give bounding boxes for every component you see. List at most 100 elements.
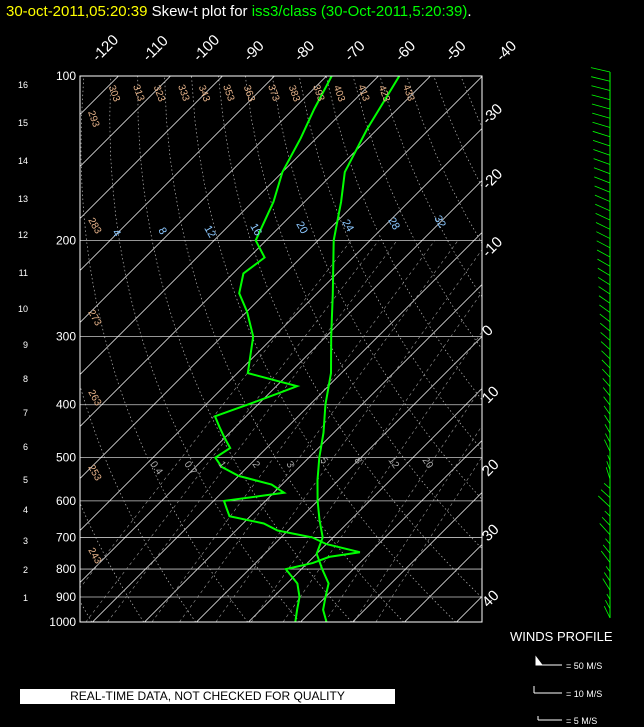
dry-adiabat-label: 333: [175, 83, 191, 103]
mixing-ratio-line: [215, 249, 482, 622]
temperature-tick-label: -20: [479, 165, 506, 192]
wind-barb: [602, 544, 611, 554]
mixing-ratio-line: [151, 240, 436, 622]
height-tick-label: 2: [23, 565, 28, 575]
wind-barb: [605, 538, 611, 545]
wind-barb: [603, 572, 611, 582]
pressure-tick-label: 400: [56, 398, 76, 412]
wind-barb: [592, 140, 611, 147]
wind-barb: [592, 121, 611, 128]
dry-adiabat-label: 373: [265, 83, 281, 103]
dry-adiabat: [325, 76, 482, 401]
pressure-tick-label: 200: [56, 233, 76, 247]
legend-10ms: = 10 M/S: [566, 689, 603, 699]
wind-barb: [593, 158, 611, 165]
wind-barb: [593, 149, 611, 156]
dry-adiabat: [271, 76, 482, 500]
height-tick-label: 13: [18, 194, 28, 204]
dry-adiabat-label: 363: [241, 84, 257, 104]
wind-barb: [591, 76, 611, 82]
wind-barb: [606, 461, 611, 471]
wind-barb: [595, 203, 611, 212]
wind-barb: [596, 240, 611, 249]
isotherm-line: [300, 440, 482, 622]
dry-adiabat: [352, 76, 482, 350]
pressure-tick-label: 500: [56, 451, 76, 465]
series-temperature-line: [315, 76, 401, 622]
pressure-tick-label: 800: [56, 562, 76, 576]
temperature-tick-label: -100: [190, 32, 223, 65]
isotherm-line: [80, 76, 275, 272]
mixing-ratio-label: 32: [431, 214, 448, 231]
height-tick-label: 11: [19, 268, 28, 278]
wind-barb: [603, 396, 611, 406]
pressure-tick-label: 300: [56, 330, 76, 344]
wind-barb: [594, 176, 611, 184]
isotherm-line: [80, 180, 482, 584]
dry-adiabat: [406, 76, 482, 244]
title-end: .: [467, 3, 472, 20]
dry-adiabat-label: 323: [151, 84, 167, 104]
title-source: iss3/class (30-Oct-2011,5:20:39): [251, 3, 468, 20]
dry-adiabat-label: 393: [310, 83, 326, 103]
dry-adiabat: [80, 76, 248, 622]
wind-barb: [605, 467, 611, 480]
isotherm-line: [248, 388, 482, 622]
wind-barb: [600, 489, 611, 498]
wind-barb: [604, 424, 611, 434]
pressure-tick-label: 1000: [49, 615, 76, 629]
height-tick-label: 9: [23, 340, 28, 350]
title-date: 30-oct-2011,05:20:39: [6, 3, 148, 20]
wind-barb: [602, 578, 611, 591]
wind-barb: [599, 322, 611, 332]
mixing-ratio-line: [324, 386, 482, 622]
mixing-ratio-label: 8: [352, 455, 364, 466]
temperature-tick-label: -120: [89, 32, 122, 65]
mixing-ratio-label: 12: [201, 224, 218, 241]
legend-5ms: = 5 M/S: [566, 716, 598, 726]
height-tick-label: 1: [23, 593, 28, 603]
dry-adiabat-label: 303: [106, 84, 122, 104]
dry-adiabat-label: 383: [286, 84, 302, 104]
wind-barb: [604, 510, 611, 517]
isotherm-line: [456, 596, 482, 622]
wind-barb: [594, 185, 611, 193]
temperature-tick-label: -30: [479, 100, 506, 127]
wind-barb: [604, 439, 611, 452]
isotherm-line: [509, 76, 644, 622]
dry-adiabat: [515, 76, 644, 622]
pressure-tick-label: 100: [56, 69, 76, 83]
wind-barb: [597, 277, 611, 286]
legend-50ms: = 50 M/S: [566, 661, 603, 671]
wind-barb: [602, 387, 611, 397]
isotherm-line: [0, 76, 15, 622]
height-tick-label: 3: [23, 536, 28, 546]
dry-adiabat-label: 343: [196, 84, 212, 104]
wind-barb: [600, 550, 611, 563]
pressure-tick-label: 700: [56, 530, 76, 544]
mixing-ratio-label: 28: [385, 216, 402, 233]
temperature-tick-label: -50: [442, 37, 469, 64]
height-tick-label: 6: [23, 442, 28, 452]
quality-notice: REAL-TIME DATA, NOT CHECKED FOR QUALITY: [20, 689, 395, 704]
temperature-tick-label: -60: [392, 37, 419, 64]
isotherm-line: [80, 76, 431, 428]
mixing-ratio-label: 16: [247, 222, 264, 239]
mixing-ratio-line: [85, 240, 379, 622]
pressure-tick-label: 600: [56, 494, 76, 508]
mixing-ratio-label: 2: [250, 459, 262, 470]
wind-barb: [598, 495, 611, 508]
wind-barb: [591, 85, 611, 91]
isotherm-line: [92, 232, 482, 622]
temperature-tick-label: -80: [291, 37, 318, 64]
isotherm-line: [196, 336, 482, 622]
wind-barb: [591, 103, 611, 110]
wind-barb: [602, 378, 611, 387]
mixing-ratio-label: 8: [155, 226, 168, 237]
temperature-tick-label: -90: [240, 37, 267, 64]
mixing-ratio-line: [179, 240, 459, 622]
dry-adiabat: [541, 76, 644, 622]
isotherm-line: [80, 76, 223, 220]
wind-barb: [591, 94, 611, 101]
wind-barb: [604, 414, 611, 424]
